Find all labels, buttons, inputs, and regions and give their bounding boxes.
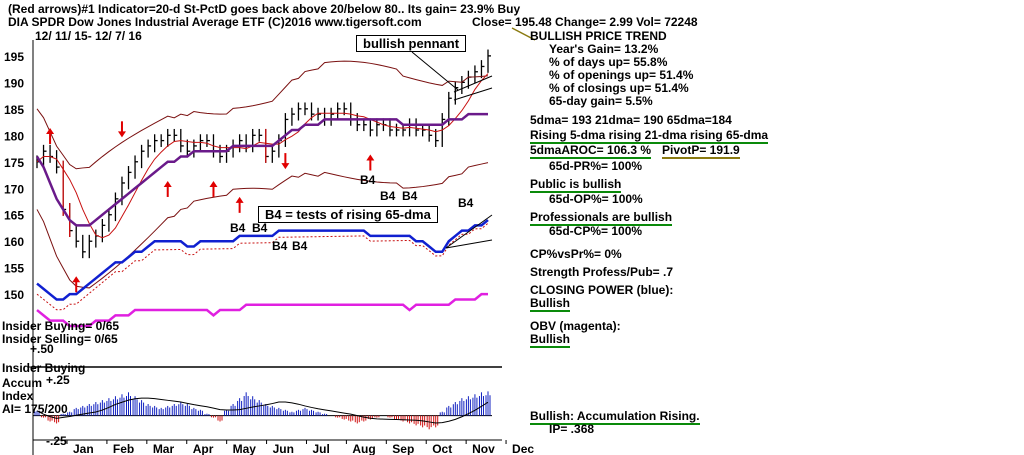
y-tick-label: 180 xyxy=(4,129,24,143)
red-arrow-head xyxy=(281,163,290,170)
accumulation-status: Bullish: Accumulation Rising. xyxy=(530,409,700,425)
x-tick-label: Apr xyxy=(193,442,214,455)
public-status: Public is bullish xyxy=(530,177,622,193)
closing-power-title: CLOSING POWER (blue): xyxy=(530,283,674,297)
op-percent: 65d-OP%= 100% xyxy=(549,192,643,206)
y-tick-label: 150 xyxy=(4,288,24,302)
b4-label-4: B4 xyxy=(292,239,308,253)
b4-tests-label: B4 = tests of rising 65-dma xyxy=(258,206,438,223)
pr-percent: 65d-PR%= 100% xyxy=(549,159,643,173)
b4-label-3: B4 xyxy=(272,239,288,253)
trend-title: BULLISH PRICE TREND xyxy=(530,29,667,43)
y-tick-label: 185 xyxy=(4,103,24,117)
x-tick-label: Aug xyxy=(352,442,375,455)
date-range: 12/ 11/ 15- 12/ 7/ 16 xyxy=(35,29,142,43)
gain-65: 65-day gain= 5.5% xyxy=(549,94,653,108)
professionals-pointer-line xyxy=(445,214,493,249)
axis-ticks: 150 155 160 165 170 175 180 185 190 195 Jan Feb Mar A… xyxy=(4,50,534,455)
cp-vs-pr: CP%vsPr%= 0% xyxy=(530,247,622,261)
x-tick-label: Oct xyxy=(432,442,452,455)
obv-status: Bullish xyxy=(530,332,571,348)
accum-ma-line xyxy=(36,397,489,424)
aroc: 5dmaAROC= 106.3 % xyxy=(530,143,652,159)
red-arrow-head xyxy=(366,154,375,161)
dma-values: 5dma= 193 21dma= 190 65dma=184 xyxy=(530,113,732,127)
ai-label: AI= 175/200 xyxy=(2,402,68,416)
x-tick-label: Feb xyxy=(113,442,134,455)
y-tick-label: 170 xyxy=(4,182,24,196)
accumulation-bars xyxy=(33,391,492,430)
b4-label-7: B4 xyxy=(402,189,418,203)
pivot-point: PivotP= 191.9 xyxy=(662,143,740,159)
red-arrow-head xyxy=(163,180,172,187)
x-tick-label: Jan xyxy=(73,442,94,455)
y-tick-label: 160 xyxy=(4,235,24,249)
closing-power-line xyxy=(36,219,489,301)
strength-ratio: Strength Profess/Pub= .7 xyxy=(530,265,674,279)
red-arrow-head xyxy=(117,131,126,138)
closings-up: % of closings up= 51.4% xyxy=(549,81,689,95)
chart-annotations xyxy=(28,27,536,368)
y-tick-label: 155 xyxy=(4,262,24,276)
insider-buying-top: Insider Buying= 0/65 xyxy=(2,319,120,333)
openings-up: % of openings up= 51.4% xyxy=(549,68,694,82)
b4-label-2: B4 xyxy=(252,221,268,235)
header-ticker-line: DIA SPDR Dow Jones Industrial Average ET… xyxy=(8,15,422,29)
pennant-lower-line xyxy=(453,87,493,101)
accum-panel-title: Insider Buying xyxy=(2,361,86,375)
cp-trend-line xyxy=(445,239,493,249)
lower-band-line xyxy=(36,162,489,289)
rising-dma: Rising 5-dma rising 21-dma rising 65-dma xyxy=(530,128,769,144)
years-gain: Year's Gain= 13.2% xyxy=(549,42,659,56)
x-tick-label: Mar xyxy=(153,442,175,455)
close-underline-connector xyxy=(511,27,536,41)
red-arrow-head xyxy=(72,276,81,283)
accum-label: Accum xyxy=(2,376,43,390)
index-label: Index xyxy=(2,389,34,403)
x-tick-label: Sep xyxy=(392,442,414,455)
indicator-lines xyxy=(35,60,489,328)
red-arrow-head xyxy=(209,180,218,187)
accum-plus50: +.50 xyxy=(30,342,54,356)
red-arrow-head xyxy=(235,196,244,203)
y-tick-label: 175 xyxy=(4,156,24,170)
dma65-line xyxy=(35,112,488,227)
y-tick-label: 165 xyxy=(4,209,24,223)
b4-label-1: B4 xyxy=(230,221,246,235)
pennant-pointer-line xyxy=(411,51,459,91)
closing-power-status: Bullish xyxy=(530,296,571,312)
pennant-upper-line xyxy=(453,75,493,93)
insider-selling-top: Insider Selling= 0/65 xyxy=(2,332,118,346)
b4-label-6: B4 xyxy=(380,189,396,203)
x-tick-label: Nov xyxy=(472,442,495,455)
pennant-label: bullish pennant xyxy=(356,35,467,52)
b4-label-8: B4 xyxy=(458,196,474,210)
ip-value: IP= .368 xyxy=(549,422,595,436)
cp-percent: 65d-CP%= 100% xyxy=(549,224,643,238)
red-buy-arrows xyxy=(46,121,375,293)
dma21-line xyxy=(36,73,489,239)
x-tick-label: Jul xyxy=(312,442,329,455)
x-tick-label: May xyxy=(233,442,257,455)
header-close-line: Close= 195.48 Change= 2.99 Vol= 72248 xyxy=(472,15,698,29)
accum-minus25: -.25 xyxy=(46,434,67,448)
b4-label-5: B4 xyxy=(360,173,376,187)
header-indicator-line: (Red arrows)#1 Indicator=20-d St-PctD go… xyxy=(8,2,521,16)
accum-plus25: +.25 xyxy=(46,373,70,387)
obv-title: OBV (magenta): xyxy=(530,319,621,333)
x-tick-label: Dec xyxy=(512,442,534,455)
x-tick-label: Jun xyxy=(273,442,294,455)
red-arrow-head xyxy=(46,128,55,135)
y-tick-label: 190 xyxy=(4,76,24,90)
cp-ma-line xyxy=(36,222,489,311)
days-up: % of days up= 55.8% xyxy=(549,55,668,69)
obv-line xyxy=(36,292,488,328)
upper-band-line xyxy=(36,60,489,170)
y-tick-label: 195 xyxy=(4,50,24,64)
professionals-status: Professionals are bullish xyxy=(530,210,673,226)
